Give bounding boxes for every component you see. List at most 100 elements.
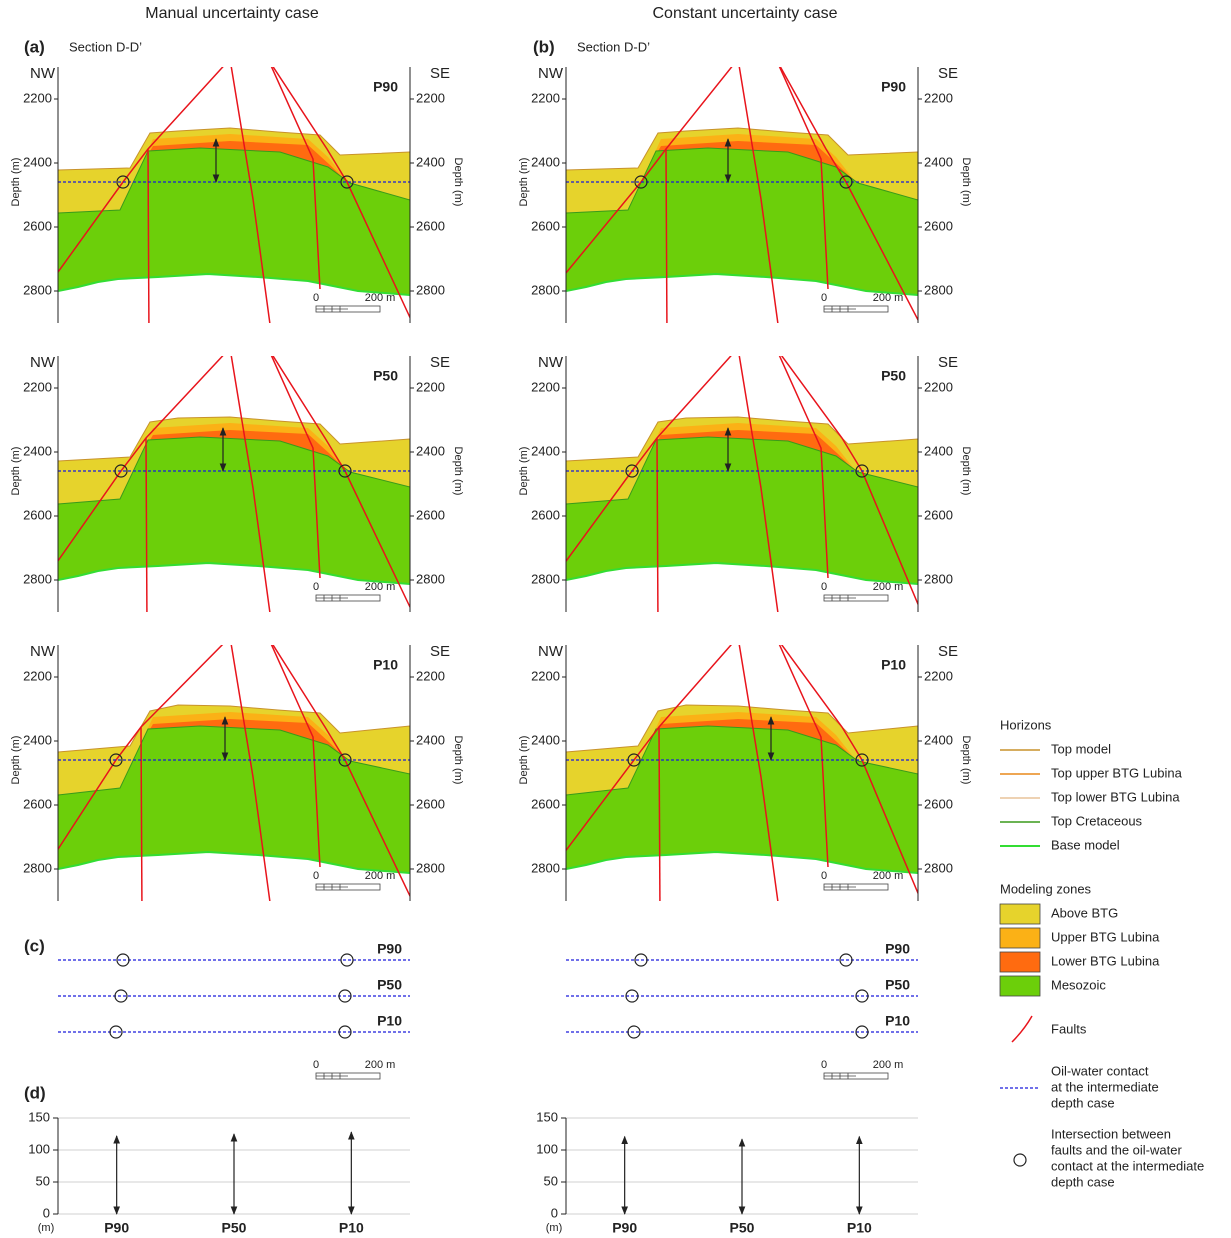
fault [230,356,271,612]
legend-label: Above BTG [1051,905,1118,920]
y-tick-label: 2600 [924,218,953,233]
legend-label: Top lower BTG Lubina [1051,789,1180,804]
horizon-top-cretaceous [566,725,918,796]
direction-label: NW [538,65,564,82]
fault-owc-intersection [109,1025,123,1039]
legend-label: Mesozoic [1051,977,1106,992]
y-axis-title: (m) [546,1222,563,1234]
scale-label: 200 m [873,1059,904,1071]
height-chart: 0 50 100 150 (m) P90 P50 P10 [28,1109,410,1236]
legend-label: Top model [1051,741,1111,756]
fault-owc-intersection [340,175,354,189]
direction-label: NW [538,354,564,371]
column-title: Constant uncertainty case [653,5,838,22]
scale-label: 0 [313,870,319,882]
y-tick-label: 2400 [924,154,953,169]
fault [58,67,224,274]
horizon-top-cretaceous [566,147,918,214]
fault [58,645,224,851]
y-tick-label: 2200 [924,379,953,394]
direction-label: SE [938,643,958,660]
horizon-top-cretaceous [58,436,410,505]
fault [566,645,732,852]
fault [738,67,779,323]
y-tick-label: 2400 [23,732,52,747]
y-tick-label: 2800 [23,282,52,297]
fault [566,356,732,563]
fault-owc-intersection [627,753,641,767]
y-axis-title: Depth (m) [10,447,22,496]
case-label: P50 [885,977,910,993]
y-tick-label: 2600 [924,796,953,811]
horizon-top-cretaceous [566,436,918,505]
fault-owc-intersection [855,1025,869,1039]
y-axis-title: Depth (m) [960,736,972,785]
panel-label: (a) [24,37,45,56]
y-tick-label: 2400 [23,443,52,458]
y-tick-label: 2800 [531,571,560,586]
fault [230,67,271,323]
fault-owc-intersection [625,989,639,1003]
section-body [566,67,918,323]
legend-label: Oil-water contact [1051,1063,1149,1078]
case-label: P90 [881,79,906,95]
section-body [566,645,918,901]
y-tick-label: 2200 [23,668,52,683]
fault-owc-intersection [109,753,123,767]
section-panel: 2200 2200 2400 2400 2600 2600 2800 2800 Depth (m… [10,65,464,323]
scale-label: 200 m [873,292,904,304]
section-panel: 2200 2200 2400 2400 2600 2600 2800 2800 Depth (m… [518,643,972,901]
y-tick-label: 2800 [531,860,560,875]
y-axis-title: Depth (m) [960,447,972,496]
scale-label: 0 [313,1059,319,1071]
fault [230,645,271,901]
fault [738,645,779,901]
scale-label: 0 [821,581,827,593]
y-tick-label: 2600 [531,218,560,233]
zone-mesozoic [566,726,918,873]
scale-label: 200 m [873,581,904,593]
fault [665,148,668,323]
scale-label: 0 [821,292,827,304]
fault [656,437,659,612]
fault-owc-intersection [855,989,869,1003]
y-tick-label: 0 [43,1205,50,1220]
zone-mesozoic [58,726,410,873]
fault [145,437,148,612]
scale-label: 0 [821,1059,827,1071]
section-body [58,645,410,901]
y-tick-label: 2400 [23,154,52,169]
horizon-base-model [566,561,918,585]
fault [270,67,321,290]
y-axis-title: Depth (m) [518,158,530,207]
legend-label: Lower BTG Lubina [1051,953,1160,968]
legend-label: depth case [1051,1174,1115,1189]
legend-swatch [1011,1015,1033,1043]
horizon-top-cretaceous [58,725,410,796]
y-tick-label: 50 [36,1173,50,1188]
y-tick-label: 2200 [924,668,953,683]
legend-title: Modeling zones [1000,881,1092,896]
legend-swatch [999,975,1041,997]
fault-owc-intersection [340,953,354,967]
y-tick-label: 2400 [924,443,953,458]
horizon-base-model [58,561,410,585]
scale-label: 200 m [365,1059,396,1071]
section-body [566,356,918,612]
legend-label: Top upper BTG Lubina [1051,765,1183,780]
y-tick-label: 2600 [416,507,445,522]
section-body [58,356,410,612]
y-tick-label: 2800 [531,282,560,297]
fault [778,645,829,868]
y-tick-label: 2600 [531,796,560,811]
legend-swatch [1013,1153,1027,1167]
y-tick-label: 2200 [416,668,445,683]
y-tick-label: 2600 [531,507,560,522]
x-tick-label: P90 [612,1220,637,1236]
horizon-base-model [58,850,410,874]
fault-owc-intersection [855,753,869,767]
y-tick-label: 2800 [924,282,953,297]
y-tick-label: 2400 [416,732,445,747]
legend-label: at the intermediate [1051,1079,1159,1094]
